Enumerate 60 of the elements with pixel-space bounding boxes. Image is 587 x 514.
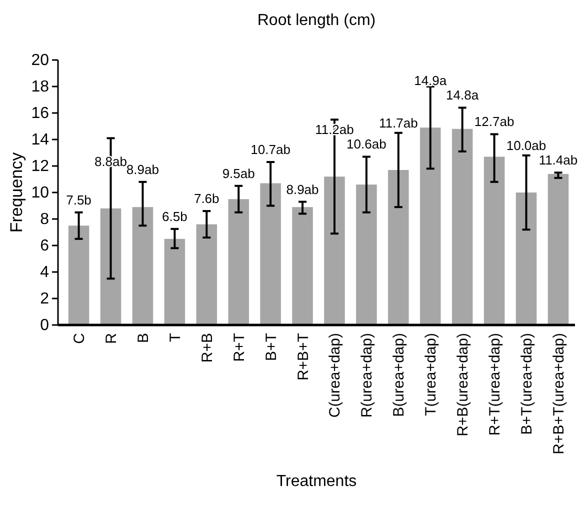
data-label: 9.5ab [222, 166, 255, 181]
data-label: 7.6b [194, 191, 220, 206]
bar [292, 207, 313, 325]
x-tick-label: C [71, 332, 88, 344]
data-label: 10.7ab [250, 142, 290, 158]
data-label: 14.8a [446, 88, 480, 103]
x-tick-label: T(urea+dap) [422, 333, 440, 416]
bar [516, 192, 537, 325]
bar [100, 208, 122, 325]
bar [196, 224, 218, 325]
y-tick-label: 6 [40, 238, 50, 255]
data-label: 11.7ab [379, 116, 418, 131]
chart-title: Root length (cm) [257, 12, 376, 29]
y-tick-label: 2 [40, 290, 50, 308]
x-tick-label: R [102, 332, 120, 344]
x-tick-label: R+B+T [294, 333, 312, 381]
x-tick-label: R+B+T(urea+dap) [550, 333, 568, 454]
data-label: 11.4ab [538, 152, 578, 168]
y-tick-label: 16 [31, 105, 50, 122]
bar [164, 238, 186, 325]
y-tick-label: 12 [31, 158, 50, 176]
data-label: 10.6ab [346, 136, 386, 152]
x-tick-label: T [166, 333, 184, 342]
y-tick-label: 20 [31, 52, 50, 70]
data-label: 12.7ab [474, 114, 514, 130]
x-tick-label: B+T(urea+dap) [518, 333, 536, 435]
data-label: 6.5b [162, 208, 188, 224]
x-tick-label: B(urea+dap) [390, 333, 408, 417]
y-tick-label: 8 [40, 211, 50, 228]
x-tick-label: R+T(urea+dap) [486, 333, 504, 436]
bar [260, 183, 281, 325]
y-tick-label: 18 [31, 78, 50, 96]
x-tick-label: R+T [230, 333, 248, 362]
bar [484, 156, 505, 325]
x-tick-label: R(urea+dap) [358, 333, 376, 418]
x-tick-label: R+B [198, 333, 216, 363]
x-tick-label: B [134, 333, 152, 344]
bar [68, 226, 90, 325]
bar [356, 184, 377, 325]
data-label: 14.9a [414, 73, 448, 88]
y-tick-label: 14 [31, 132, 50, 149]
y-tick-label: 10 [31, 184, 50, 202]
bar [548, 174, 569, 325]
y-tick-label: 4 [40, 264, 50, 282]
data-label: 8.9ab [126, 162, 159, 177]
y-tick-label: 0 [40, 317, 50, 334]
x-tick-label: R+B(urea+dap) [454, 333, 472, 436]
x-tick-label: C(urea+dap) [326, 333, 344, 418]
data-label: 10.0ab [506, 138, 546, 154]
bar [228, 199, 249, 325]
x-axis-title: Treatments [276, 473, 357, 490]
bar [388, 170, 409, 325]
bar [132, 207, 154, 325]
data-label: 8.9ab [286, 182, 319, 197]
bar [324, 176, 345, 325]
y-axis-title: Frequency [7, 152, 26, 233]
x-tick-label: B+T [262, 333, 280, 361]
bar [420, 128, 441, 325]
data-label: 7.5b [66, 192, 92, 208]
bar [452, 128, 473, 325]
